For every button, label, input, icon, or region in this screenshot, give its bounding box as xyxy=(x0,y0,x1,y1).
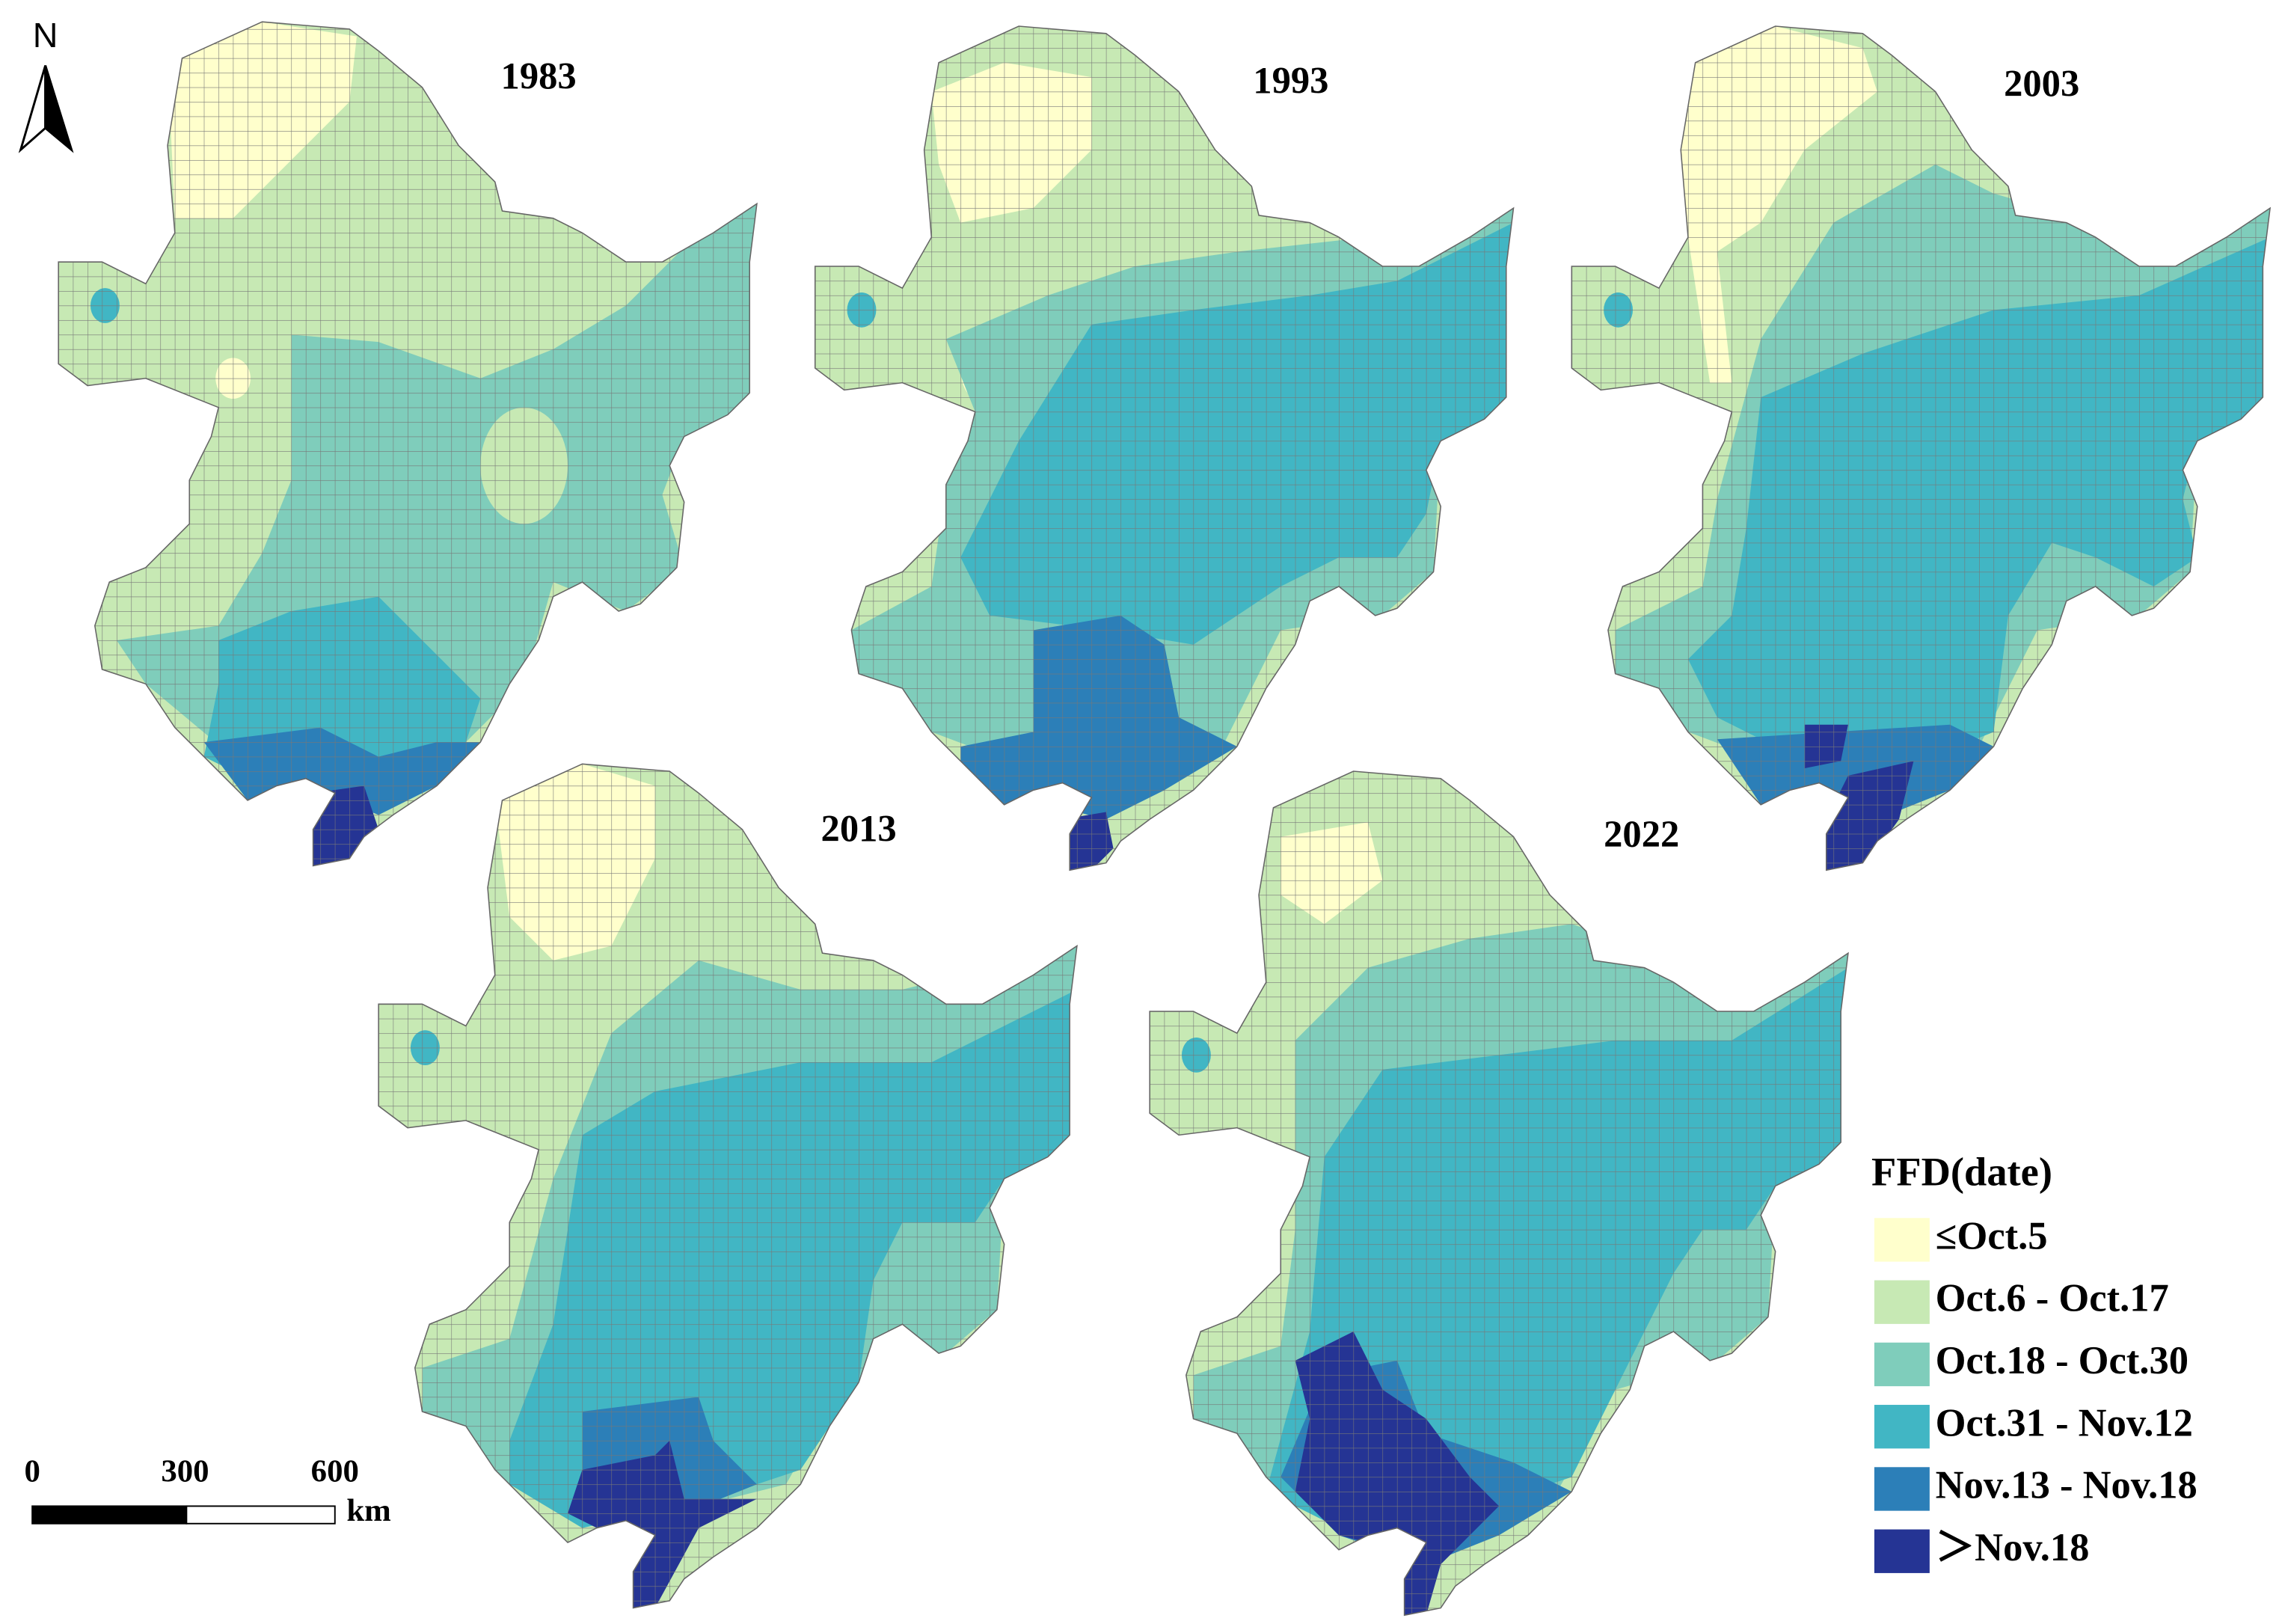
legend-label: Oct.6 - Oct.17 xyxy=(1936,1277,2169,1320)
map-2013 xyxy=(378,763,1078,1609)
north-label: N xyxy=(33,16,58,55)
legend-swatch xyxy=(1874,1529,1930,1573)
legend-label: ＞Nov.18 xyxy=(1936,1526,2090,1569)
map-1993 xyxy=(814,25,1515,871)
legend-swatch xyxy=(1874,1467,1930,1511)
legend-label: Oct.18 - Oct.30 xyxy=(1936,1339,2189,1382)
scale-label: 600 xyxy=(311,1453,359,1489)
north-arrow: N xyxy=(18,16,74,153)
scale-label: 300 xyxy=(161,1453,209,1489)
legend: FFD(date) ≤Oct.5 Oct.6 - Oct.17 Oct.18 - O… xyxy=(1871,1148,2197,1573)
year-label: 1993 xyxy=(1253,59,1328,101)
year-label: 2022 xyxy=(1604,813,1679,855)
year-label: 1983 xyxy=(501,55,577,97)
scale-unit: km xyxy=(346,1493,390,1528)
legend-label: Nov.13 - Nov.18 xyxy=(1936,1464,2197,1507)
legend-label: Oct.31 - Nov.12 xyxy=(1936,1401,2193,1444)
map-1983 xyxy=(58,21,758,867)
legend-label: ≤Oct.5 xyxy=(1936,1214,2048,1257)
legend-swatch xyxy=(1874,1342,1930,1387)
scale-bar: 0 300 600 km xyxy=(24,1453,390,1528)
year-label: 2003 xyxy=(2004,62,2079,104)
legend-swatch xyxy=(1874,1218,1930,1262)
map-2003 xyxy=(1571,25,2272,871)
legend-swatch xyxy=(1874,1405,1930,1449)
year-label: 2013 xyxy=(821,807,897,849)
scale-label: 0 xyxy=(24,1453,40,1489)
map-2022 xyxy=(1149,770,1849,1617)
legend-title: FFD(date) xyxy=(1871,1148,2052,1194)
legend-swatch xyxy=(1874,1280,1930,1324)
